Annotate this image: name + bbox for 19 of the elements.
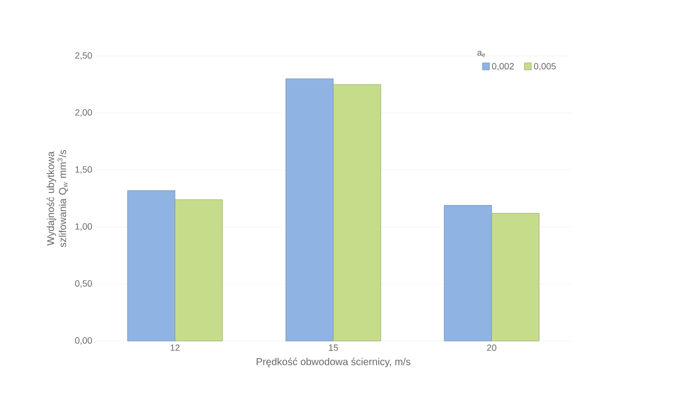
y-tick-label: 2,50 <box>75 52 92 60</box>
bar <box>491 213 540 342</box>
y-tick-label: 1,50 <box>75 166 92 174</box>
legend-label: 0,002 <box>492 63 514 70</box>
bar <box>174 199 223 342</box>
y-tick-label: 1,00 <box>75 223 92 231</box>
bar <box>286 78 334 342</box>
y-tick-label: 0,50 <box>75 280 92 288</box>
y-tick-label: 0,00 <box>75 337 92 345</box>
bar <box>127 190 176 342</box>
x-tick-label: 15 <box>329 344 338 351</box>
bar <box>444 205 492 342</box>
bar <box>333 84 382 342</box>
x-axis-title: Prędkość obwodowa ściernicy, m/s <box>256 358 410 368</box>
legend-label: 0,005 <box>534 63 556 70</box>
legend-title: a$_{e}$ <box>477 50 486 57</box>
x-tick-label: 20 <box>487 344 496 351</box>
y-tick-label: 2,00 <box>75 109 92 117</box>
x-tick-label: 12 <box>170 344 180 351</box>
